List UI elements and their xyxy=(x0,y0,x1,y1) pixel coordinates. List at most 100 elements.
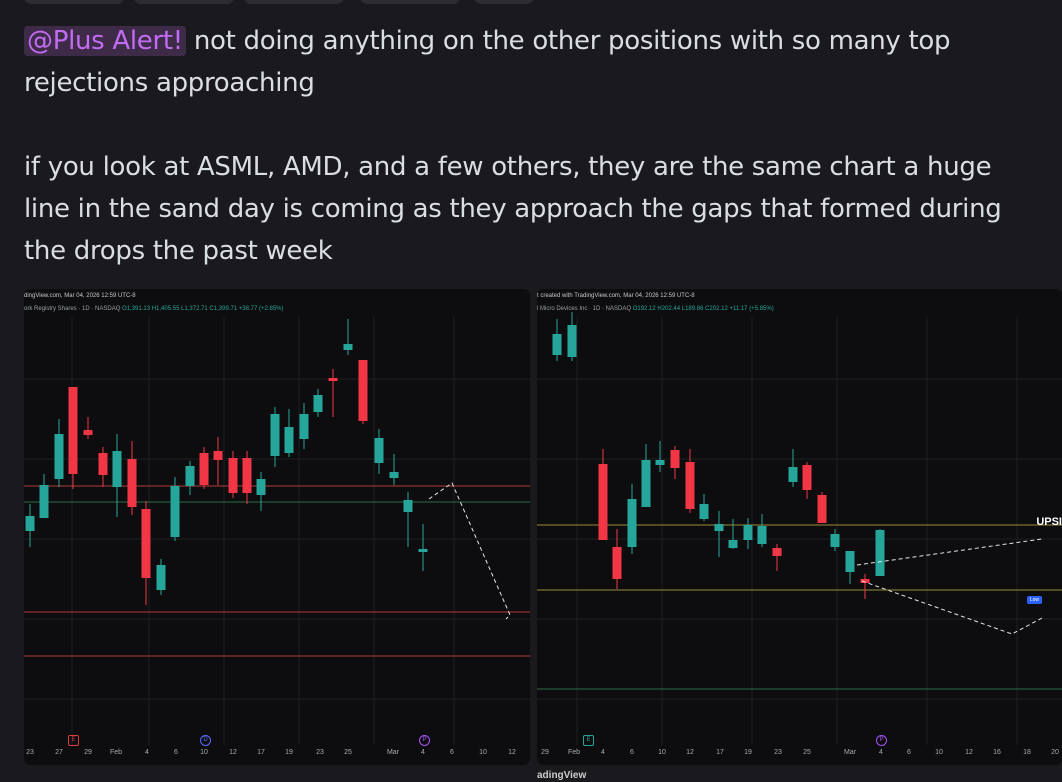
dividend-icon[interactable]: D xyxy=(200,735,211,746)
split-icon[interactable]: P xyxy=(419,735,430,746)
candle-body xyxy=(156,565,166,590)
candle-body xyxy=(313,395,323,412)
x-tick-label: 12 xyxy=(229,749,237,756)
line-label-upsi: UPSI xyxy=(1036,516,1062,528)
candle-body xyxy=(83,430,93,435)
x-tick-label: 29 xyxy=(84,749,92,756)
x-tick-label: 18 xyxy=(1023,749,1031,756)
candle-body xyxy=(788,467,798,482)
candle-body xyxy=(714,524,724,531)
candle-body xyxy=(757,526,767,544)
x-tick-label: 12 xyxy=(686,749,694,756)
candle-body xyxy=(670,450,680,468)
x-tick-label: 12 xyxy=(965,749,973,756)
chart-symbol-name: ork Registry Shares · 1D · NASDAQ xyxy=(24,306,121,312)
x-tick-label: 17 xyxy=(257,749,265,756)
reaction-chip[interactable] xyxy=(24,0,124,4)
candle-body xyxy=(185,466,195,486)
candle-body xyxy=(598,464,608,540)
candle-body xyxy=(374,438,384,463)
candle-body xyxy=(845,551,855,572)
x-tick-label: 6 xyxy=(174,749,178,756)
candle-body xyxy=(627,499,637,547)
projection-path xyxy=(428,482,511,620)
candle-body xyxy=(389,472,399,478)
candle-body xyxy=(25,516,35,531)
message-line-2: if you look at ASML, AMD, and a few othe… xyxy=(24,152,1002,266)
split-icon[interactable]: P xyxy=(876,735,887,746)
candle-body xyxy=(284,427,294,453)
earnings-icon[interactable]: E xyxy=(583,735,594,746)
reaction-chip[interactable] xyxy=(134,0,234,4)
message-line-1: @Plus Alert! not doing anything on the o… xyxy=(24,20,1044,104)
candle-body xyxy=(830,534,840,547)
x-tick-label: 25 xyxy=(803,749,811,756)
x-tick-label: 12 xyxy=(508,749,516,756)
candle-body xyxy=(641,460,651,507)
projection-path-upper xyxy=(856,538,1043,566)
candle-body xyxy=(802,465,812,490)
x-tick-label: 4 xyxy=(601,749,605,756)
x-tick-label: 23 xyxy=(774,749,782,756)
candle-body xyxy=(817,495,827,523)
x-axis-1: 23 27 29 Feb 4 6 10 12 17 19 23 25 Mar 4 6 10 12 xyxy=(24,749,530,759)
message-content: @Plus Alert! not doing anything on the o… xyxy=(24,20,1044,272)
candle-body xyxy=(299,414,309,439)
x-tick-label: 19 xyxy=(285,749,293,756)
candle-body xyxy=(68,387,78,474)
reaction-chip[interactable] xyxy=(244,0,344,4)
x-tick-label: Feb xyxy=(567,749,581,756)
candle-body xyxy=(98,453,108,475)
candle-body xyxy=(418,549,428,552)
x-tick-label: 23 xyxy=(26,749,34,756)
x-axis-2: 29 Feb 4 6 10 12 17 19 23 25 Mar 4 6 10 12 16 18 20 xyxy=(537,749,1062,759)
chart-ohlc: O1,391.13 H1,405.55 L1,372.71 C1,399.71 … xyxy=(122,306,284,312)
candle-body xyxy=(743,525,753,540)
x-tick-label: 4 xyxy=(421,749,425,756)
x-tick-label: 23 xyxy=(316,749,324,756)
reaction-chip[interactable] xyxy=(360,0,460,4)
candle-body xyxy=(242,458,252,493)
x-tick-label: 10 xyxy=(935,749,943,756)
chart-symbol-name: l Micro Devices Inc · 1D · NASDAQ xyxy=(537,306,632,312)
candle-body xyxy=(685,462,695,509)
tradingview-watermark: adingView xyxy=(537,770,587,781)
reaction-chip[interactable] xyxy=(474,0,534,4)
candle-body xyxy=(875,530,885,576)
candle-body xyxy=(358,360,368,421)
projection-path-lower xyxy=(861,580,1043,635)
chart-image-1[interactable]: dingView.com, Mar 04, 2026 12:59 UTC-8 o… xyxy=(24,289,530,765)
candle-body xyxy=(728,540,738,548)
earnings-icon[interactable]: E xyxy=(68,735,79,746)
x-tick-label: 20 xyxy=(1051,749,1059,756)
x-tick-label: 6 xyxy=(907,749,911,756)
message-text-1: not doing anything on the other position… xyxy=(24,26,951,98)
x-tick-label: 29 xyxy=(541,749,549,756)
candle-body xyxy=(199,453,209,485)
x-tick-label: 19 xyxy=(744,749,752,756)
chart-header-source: dingView.com, Mar 04, 2026 12:59 UTC-8 xyxy=(24,293,136,299)
x-tick-label: 10 xyxy=(658,749,666,756)
candle-body xyxy=(343,344,353,350)
x-tick-label: 25 xyxy=(344,749,352,756)
x-tick-label: 10 xyxy=(200,749,208,756)
candle-body xyxy=(127,459,137,507)
x-tick-label: 4 xyxy=(879,749,883,756)
x-tick-label: Mar xyxy=(843,749,857,756)
x-tick-label: 16 xyxy=(993,749,1001,756)
x-tick-label: 4 xyxy=(145,749,149,756)
candle-body xyxy=(170,486,180,537)
candle-body xyxy=(403,500,413,512)
candle-body xyxy=(655,460,665,465)
x-tick-label: 10 xyxy=(479,749,487,756)
candle-body xyxy=(552,334,562,355)
candle-body xyxy=(612,547,622,579)
candle-body xyxy=(772,548,782,556)
candle-body xyxy=(328,378,338,381)
candle-body xyxy=(228,458,238,493)
candle-body xyxy=(141,509,151,578)
candle-body xyxy=(112,451,122,487)
chart-ohlc: O192.12 H202.44 L189.86 C202.12 +11.17 (… xyxy=(632,306,774,312)
role-mention[interactable]: @Plus Alert! xyxy=(24,26,186,56)
chart-image-2[interactable]: t created with TradingView.com, Mar 04, … xyxy=(537,289,1062,765)
